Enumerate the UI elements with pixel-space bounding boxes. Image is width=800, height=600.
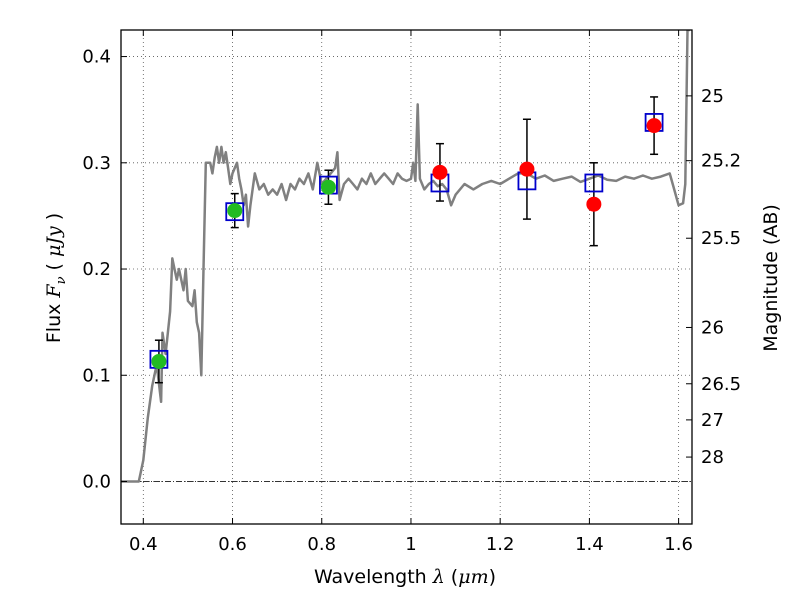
y2-tick-label: 25.2 [701,151,741,172]
x-axis-ticks: 0.4 0.6 0.8 1 1.2 1.4 1.6 [129,30,693,555]
y2-axis-title: Magnitude (AB) [760,204,782,352]
circle-marker [432,164,448,180]
x-tick-label: 1 [405,534,416,555]
model-spectrum [121,30,690,483]
x-axis-title: Wavelength λ (μm) [314,566,496,588]
x-tick-label: 1.4 [575,534,604,555]
circle-marker [227,203,243,219]
y2-tick-label: 27 [701,410,724,431]
spectrum-line [121,30,690,483]
y-tick-label: 0.3 [82,153,111,174]
y2-tick-label: 28 [701,447,724,468]
y-axis-title: Flux Fν ( μJy ) [43,213,69,343]
circle-marker [519,161,535,177]
square-marker [584,173,604,193]
y2-tick-label: 25 [701,86,724,107]
circle-marker [151,353,167,369]
x-tick-label: 0.8 [307,534,336,555]
y-tick-label: 0.2 [82,259,111,280]
y-tick-label: 0.1 [82,365,111,386]
x-tick-label: 0.6 [218,534,247,555]
x-tick-label: 1.6 [664,534,693,555]
y2-tick-label: 26.5 [701,374,741,395]
circle-marker [646,118,662,134]
y2-tick-label: 26 [701,317,724,338]
plot-frame [120,29,693,525]
x-tick-label: 1.2 [486,534,515,555]
grid-lines [121,30,692,524]
y2-tick-label: 25.5 [701,228,741,249]
x-tick-label: 0.4 [129,534,158,555]
error-bars [154,96,659,384]
y2-axis-ticks: 25 25.2 25.5 26 26.5 27 28 [686,86,741,468]
y-tick-label: 0.0 [82,472,111,493]
circle-marker [320,179,336,195]
circle-marker [586,196,602,212]
photometry-markers [149,113,664,369]
y-tick-label: 0.4 [82,47,111,68]
y-axis-ticks: 0.0 0.1 0.2 0.3 0.4 [82,47,127,493]
